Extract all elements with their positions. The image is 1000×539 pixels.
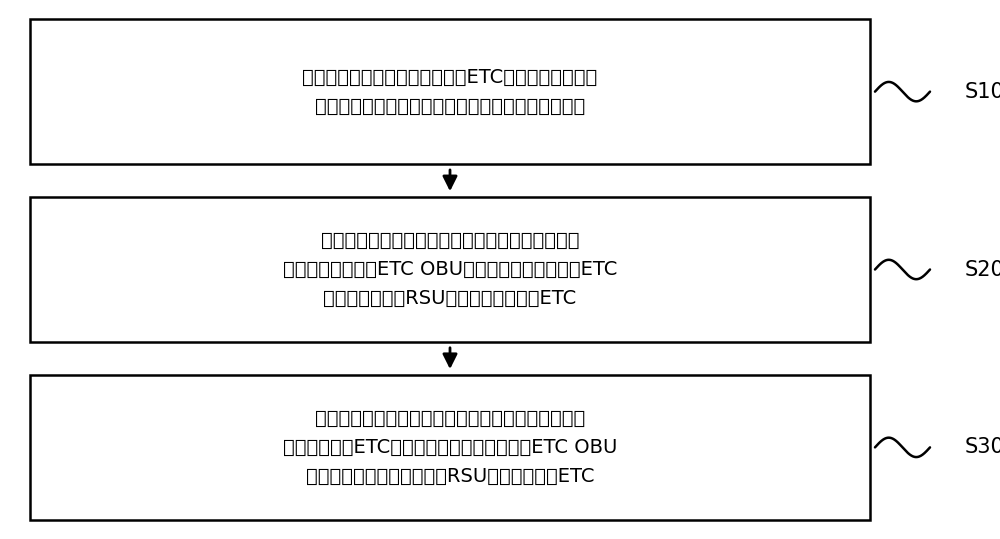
Text: 当本车与前车的实时距离大于预设第一距离，或者，
前车离开所述ETC通信区域时，恢复本车车载ETC OBU
的通信功能，以使所述路端RSU识别本车车载ETC: 当本车与前车的实时距离大于预设第一距离，或者， 前车离开所述ETC通信区域时，恢… (283, 409, 617, 486)
FancyBboxPatch shape (30, 375, 870, 520)
FancyBboxPatch shape (30, 197, 870, 342)
Text: 当检测到本车进入高速收费站的ETC通信区域时，判断
本车与前车的实时距离是否小于或等于预设第一距离: 当检测到本车进入高速收费站的ETC通信区域时，判断 本车与前车的实时距离是否小于… (302, 68, 598, 115)
Text: S20: S20 (965, 259, 1000, 280)
Text: S10: S10 (965, 81, 1000, 102)
Text: 当本车与前车的实时距离小于或等于预设第一距离
时，限制本车车载ETC OBU的通信功能，以使所述ETC
通信区域中路端RSU无法识别本车车载ETC: 当本车与前车的实时距离小于或等于预设第一距离 时，限制本车车载ETC OBU的通… (283, 231, 617, 308)
FancyBboxPatch shape (30, 19, 870, 164)
Text: S30: S30 (965, 437, 1000, 458)
